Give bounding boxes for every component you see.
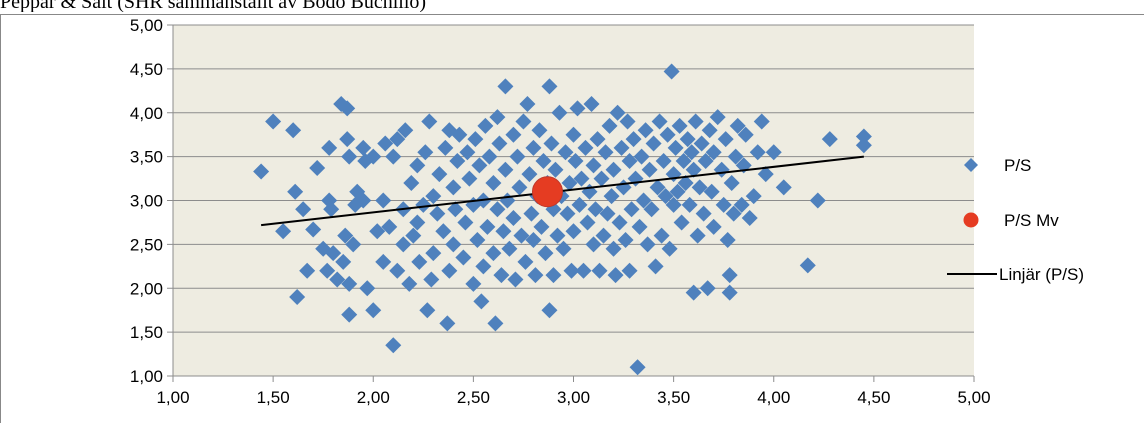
scatter-chart: 1,00 1,50 2,00 2,50 3,00 3,50 4,00 4,50 5,00 1,0… xyxy=(1,15,1144,424)
y-tick-label: 3,50 xyxy=(130,148,163,167)
series-ps-mv xyxy=(532,177,562,207)
x-tick-label: 2,50 xyxy=(457,388,490,407)
x-tick-label: 4,50 xyxy=(857,388,890,407)
x-axis-tick-labels: 1,00 1,50 2,00 2,50 3,00 3,50 4,00 4,50 5,00 xyxy=(156,388,990,407)
legend-symbol-circle xyxy=(964,213,979,228)
legend-label: P/S xyxy=(1004,156,1031,175)
document-header-text: Peppar & Salt (SHR sammanställt av Bodo … xyxy=(0,0,1144,12)
y-tick-label: 2,00 xyxy=(130,279,163,298)
x-tick-label: 4,00 xyxy=(757,388,790,407)
x-tick-label: 2,00 xyxy=(357,388,390,407)
y-tick-label: 3,00 xyxy=(130,192,163,211)
y-tick-label: 4,50 xyxy=(130,60,163,79)
y-axis-tick-labels: 1,00 1,50 2,00 2,50 3,00 3,50 4,00 4,50 5,00 xyxy=(130,16,163,386)
y-tick-label: 4,00 xyxy=(130,104,163,123)
x-tick-label: 5,00 xyxy=(957,388,990,407)
y-tick-label: 1,00 xyxy=(130,367,163,386)
x-tick-label: 3,50 xyxy=(657,388,690,407)
y-tick-label: 2,50 xyxy=(130,235,163,254)
data-point-ps-mv xyxy=(532,177,562,207)
x-tick-label: 1,00 xyxy=(156,388,189,407)
x-tick-label: 1,50 xyxy=(257,388,290,407)
legend-label: Linjär (P/S) xyxy=(999,265,1084,284)
legend-label: P/S Mv xyxy=(1004,211,1059,230)
x-tick-label: 3,00 xyxy=(557,388,590,407)
y-tick-label: 1,50 xyxy=(130,323,163,342)
y-tick-label: 5,00 xyxy=(130,16,163,35)
chart-frame: 1,00 1,50 2,00 2,50 3,00 3,50 4,00 4,50 5,00 1,0… xyxy=(0,14,1144,423)
